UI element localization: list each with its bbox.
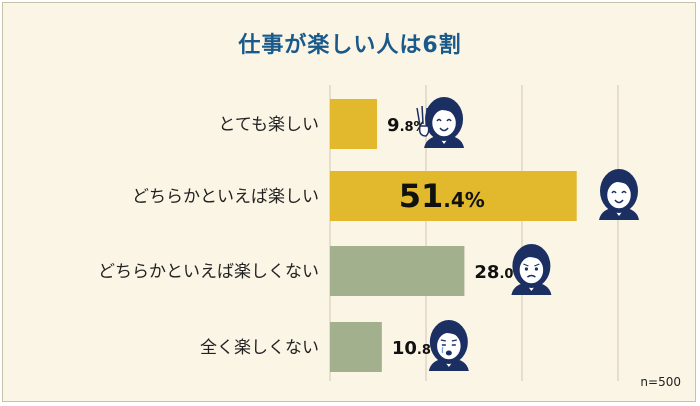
mouth — [526, 274, 536, 278]
category-label: 全く楽しくない — [200, 338, 319, 358]
eye — [446, 118, 452, 122]
face-waving-icon — [416, 97, 465, 148]
mouth — [445, 350, 452, 356]
face-smiling-icon — [599, 169, 639, 220]
fringe — [431, 104, 458, 117]
category-label: どちらかといえば楽しくない — [98, 262, 319, 282]
face — [605, 180, 633, 210]
mouth — [439, 127, 449, 132]
bar — [330, 171, 577, 221]
waving-hand — [416, 105, 430, 137]
eye — [534, 267, 538, 271]
fringe — [435, 327, 462, 340]
bar — [330, 246, 465, 296]
bar — [330, 99, 378, 149]
bar-chart: とても楽しい 9.8%どちらかといえば楽しい 51.4%どちらかといえば楽しくない 2… — [98, 85, 639, 381]
value-label: 51.4% — [399, 177, 485, 215]
fringe — [606, 176, 632, 189]
value-number: 51 — [399, 177, 444, 215]
eye — [524, 267, 528, 271]
mouth — [614, 199, 624, 204]
sample-size-note: n=500 — [640, 375, 681, 389]
value-number: 10 — [392, 338, 417, 359]
bar — [330, 322, 382, 372]
chart-title: 仕事が楽しい人は6割 — [238, 33, 462, 58]
category-label: どちらかといえば楽しい — [132, 187, 319, 207]
fringe — [518, 251, 545, 264]
face — [430, 108, 458, 138]
face-frowning-icon — [511, 244, 552, 295]
eye — [621, 190, 627, 194]
chart-frame: 仕事が楽しい人は6割 とても楽しい 9.8% どちらかといえば楽しい 51.4% どちら… — [2, 2, 696, 402]
category-label: とても楽しい — [218, 115, 319, 135]
tear — [441, 346, 444, 354]
value-number: 9 — [387, 115, 400, 136]
face — [518, 255, 545, 285]
eye — [611, 190, 617, 194]
face-crying-icon — [428, 320, 469, 371]
eye — [436, 118, 442, 122]
brows — [440, 339, 457, 342]
value-decimal: .4% — [443, 188, 485, 212]
brows — [523, 263, 540, 267]
face — [435, 331, 463, 361]
value-number: 28 — [474, 262, 499, 283]
